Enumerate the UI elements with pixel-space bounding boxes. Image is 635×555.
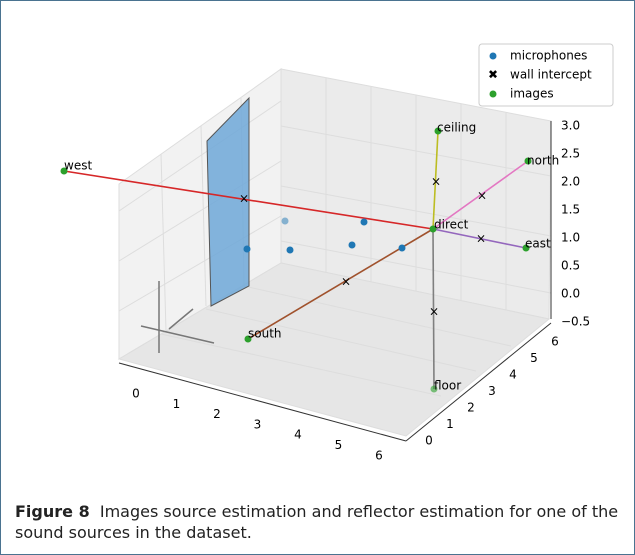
- tick-label: 2.5: [561, 147, 580, 161]
- intercepts: × × × × × ×: [239, 175, 487, 319]
- legend-entry: wall intercept: [510, 68, 592, 82]
- svg-text:✖: ✖: [488, 68, 498, 82]
- svg-text:×: ×: [477, 189, 487, 203]
- tick-label: 3: [254, 417, 262, 431]
- tick-label: 2.0: [561, 175, 580, 189]
- tick-label: 0.0: [561, 287, 580, 301]
- tick-label: 5: [530, 351, 538, 365]
- tick-label: 1.0: [561, 231, 580, 245]
- point-label: west: [64, 159, 92, 173]
- tick-label: 6: [375, 448, 383, 462]
- svg-text:×: ×: [239, 192, 249, 206]
- caption-label: Figure 8: [15, 502, 90, 521]
- legend-entry: microphones: [510, 49, 587, 63]
- legend: ✖ microphones wall intercept images: [478, 43, 614, 107]
- tick-label: 0: [132, 387, 140, 401]
- caption: Figure 8 Images source estimation and re…: [15, 501, 625, 543]
- point-label: south: [248, 327, 282, 341]
- microphones: [243, 217, 406, 254]
- point-labels: west ceiling north direct east south flo…: [64, 121, 559, 393]
- tick-label: 2: [467, 401, 475, 415]
- tick-label: 3: [488, 384, 496, 398]
- point-label: direct: [434, 218, 469, 232]
- axis-lines: [118, 121, 552, 442]
- svg-text:×: ×: [431, 175, 441, 189]
- legend-entry: images: [510, 87, 554, 101]
- svg-text:×: ×: [429, 305, 439, 319]
- wall: [206, 96, 250, 307]
- tick-label: 0: [425, 434, 433, 448]
- tick-label: 4: [509, 368, 517, 382]
- point-label: north: [527, 154, 559, 168]
- tick-label: −0.5: [561, 315, 590, 329]
- plot: × × × × × × west ceiling north direct east …: [60, 43, 614, 463]
- tick-label: 2: [213, 407, 221, 421]
- caption-text: Images source estimation and reflector e…: [15, 502, 619, 542]
- gizmo: [140, 281, 215, 353]
- tick-label: 1.5: [561, 203, 580, 217]
- point-label: east: [525, 237, 551, 251]
- tick-label: 1: [173, 397, 181, 411]
- tick-label: 4: [294, 428, 302, 442]
- svg-text:×: ×: [341, 275, 351, 289]
- tick-label: 3.0: [561, 119, 580, 133]
- point-label: ceiling: [437, 121, 476, 135]
- tick-label: 1: [446, 417, 454, 431]
- tick-label: 0.5: [561, 259, 580, 273]
- svg-text:×: ×: [476, 232, 486, 246]
- tick-label: 5: [335, 438, 343, 452]
- point-label: floor: [434, 379, 461, 393]
- tick-label: 6: [551, 335, 559, 349]
- images: [60, 127, 532, 393]
